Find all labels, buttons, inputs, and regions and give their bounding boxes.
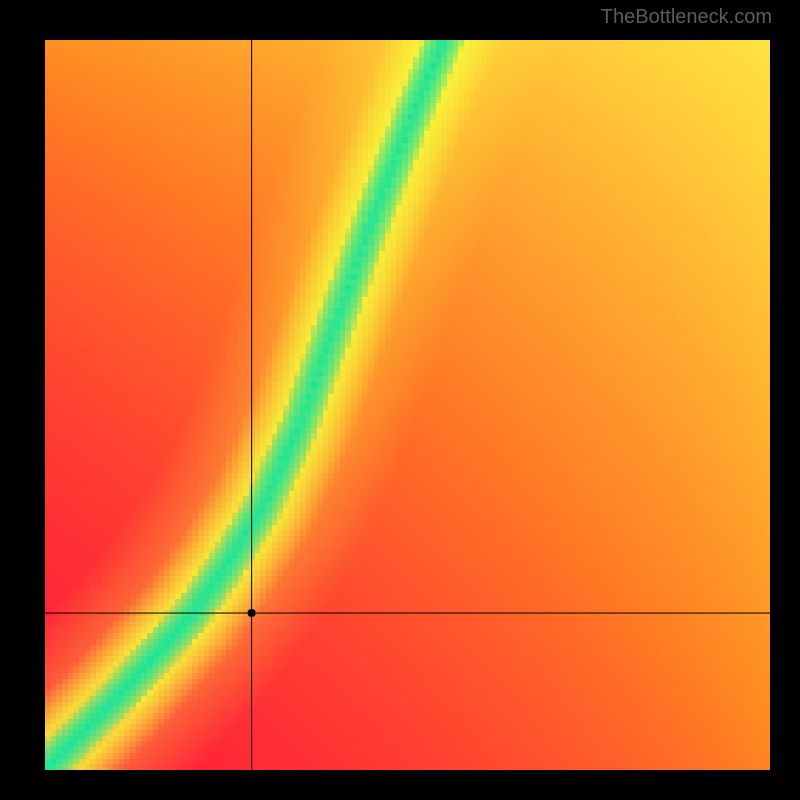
- bottleneck-heatmap: [0, 0, 800, 800]
- watermark-text: TheBottleneck.com: [601, 6, 772, 29]
